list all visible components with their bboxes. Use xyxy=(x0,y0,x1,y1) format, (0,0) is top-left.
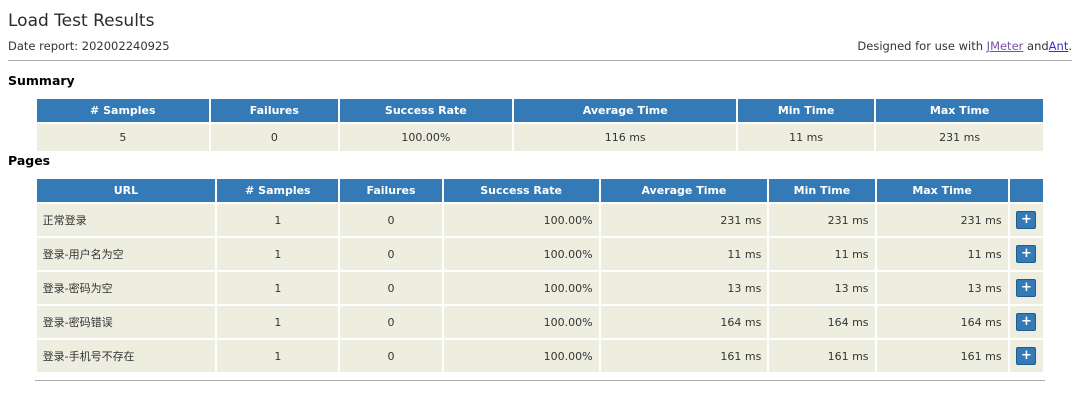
failures-cell: 0 xyxy=(340,272,442,304)
pages-col-min-time: Min Time xyxy=(769,179,875,202)
success-rate-cell: 100.00% xyxy=(443,340,599,372)
pages-col-average-time: Average Time xyxy=(600,179,768,202)
failures-cell: 0 xyxy=(340,204,442,236)
min-time-cell: 11 ms xyxy=(738,124,874,151)
success-rate-cell: 100.00% xyxy=(443,238,599,270)
expand-row-button[interactable]: + xyxy=(1016,211,1037,229)
average-time-cell: 11 ms xyxy=(600,238,768,270)
samples-cell: 1 xyxy=(217,238,339,270)
average-time-cell: 161 ms xyxy=(600,340,768,372)
pages-heading: Pages xyxy=(8,153,51,168)
failures-cell: 0 xyxy=(340,238,442,270)
min-time-cell: 164 ms xyxy=(769,306,875,338)
pages-col-max-time: Max Time xyxy=(876,179,1008,202)
pages-table-body: 正常登录 1 0 100.00% 231 ms 231 ms 231 ms + 登录-用户名为空… xyxy=(36,204,1044,372)
summary-heading: Summary xyxy=(8,73,75,88)
pages-header-row: URL # Samples Failures Success Rate Aver… xyxy=(36,179,1044,202)
expand-cell: + xyxy=(1009,238,1044,270)
table-row: 登录-密码为空 1 0 100.00% 13 ms 13 ms 13 ms + xyxy=(36,272,1044,304)
url-cell: 登录-手机号不存在 xyxy=(36,340,216,372)
expand-row-button[interactable]: + xyxy=(1016,279,1037,297)
summary-col-failures: Failures xyxy=(211,99,338,122)
min-time-cell: 11 ms xyxy=(769,238,875,270)
pages-table: URL # Samples Failures Success Rate Aver… xyxy=(35,177,1046,374)
and-text: and xyxy=(1027,39,1049,53)
table-row: 登录-用户名为空 1 0 100.00% 11 ms 11 ms 11 ms + xyxy=(36,238,1044,270)
expand-row-button[interactable]: + xyxy=(1016,313,1037,331)
max-time-cell: 231 ms xyxy=(876,204,1008,236)
max-time-cell: 164 ms xyxy=(876,306,1008,338)
samples-cell: 1 xyxy=(217,340,339,372)
min-time-cell: 161 ms xyxy=(769,340,875,372)
designed-prefix-text: Designed for use with xyxy=(857,39,984,53)
footer-divider xyxy=(34,380,1046,381)
page-title: Load Test Results xyxy=(8,11,155,31)
expand-row-button[interactable]: + xyxy=(1016,245,1037,263)
pages-col-url: URL xyxy=(36,179,216,202)
success-rate-cell: 100.00% xyxy=(443,272,599,304)
date-report-label: Date report: 202002240925 xyxy=(8,39,170,53)
summary-table: # Samples Failures Success Rate Average … xyxy=(35,97,1046,153)
failures-cell: 0 xyxy=(340,306,442,338)
summary-col-min-time: Min Time xyxy=(738,99,874,122)
summary-data-row: 5 0 100.00% 116 ms 11 ms 231 ms xyxy=(36,124,1044,151)
expand-cell: + xyxy=(1009,340,1044,372)
header-divider xyxy=(8,60,1072,61)
samples-cell: 5 xyxy=(36,124,210,151)
jmeter-link[interactable]: JMeter xyxy=(986,39,1024,53)
report-meta-row: Date report: 202002240925 Designed for u… xyxy=(8,39,1072,53)
max-time-cell: 161 ms xyxy=(876,340,1008,372)
summary-header-row: # Samples Failures Success Rate Average … xyxy=(36,99,1044,122)
table-row: 登录-手机号不存在 1 0 100.00% 161 ms 161 ms 161 ms + xyxy=(36,340,1044,372)
url-cell: 正常登录 xyxy=(36,204,216,236)
ant-link[interactable]: Ant xyxy=(1048,39,1069,53)
summary-col-samples: # Samples xyxy=(36,99,210,122)
table-row: 登录-密码错误 1 0 100.00% 164 ms 164 ms 164 ms + xyxy=(36,306,1044,338)
period-text: . xyxy=(1068,39,1072,53)
average-time-cell: 13 ms xyxy=(600,272,768,304)
average-time-cell: 116 ms xyxy=(514,124,737,151)
success-rate-cell: 100.00% xyxy=(443,306,599,338)
average-time-cell: 231 ms xyxy=(600,204,768,236)
max-time-cell: 11 ms xyxy=(876,238,1008,270)
expand-row-button[interactable]: + xyxy=(1016,347,1037,365)
summary-col-max-time: Max Time xyxy=(875,99,1044,122)
success-rate-cell: 100.00% xyxy=(339,124,513,151)
success-rate-cell: 100.00% xyxy=(443,204,599,236)
pages-col-samples: # Samples xyxy=(217,179,339,202)
min-time-cell: 231 ms xyxy=(769,204,875,236)
pages-col-success-rate: Success Rate xyxy=(443,179,599,202)
url-cell: 登录-密码为空 xyxy=(36,272,216,304)
expand-cell: + xyxy=(1009,272,1044,304)
samples-cell: 1 xyxy=(217,306,339,338)
expand-cell: + xyxy=(1009,306,1044,338)
summary-col-success-rate: Success Rate xyxy=(339,99,513,122)
samples-cell: 1 xyxy=(217,204,339,236)
designed-for-label: Designed for use with JMeter andAnt. xyxy=(857,39,1072,53)
max-time-cell: 13 ms xyxy=(876,272,1008,304)
samples-cell: 1 xyxy=(217,272,339,304)
pages-col-failures: Failures xyxy=(340,179,442,202)
average-time-cell: 164 ms xyxy=(600,306,768,338)
url-cell: 登录-用户名为空 xyxy=(36,238,216,270)
min-time-cell: 13 ms xyxy=(769,272,875,304)
pages-col-expand xyxy=(1009,179,1044,202)
expand-cell: + xyxy=(1009,204,1044,236)
failures-cell: 0 xyxy=(340,340,442,372)
max-time-cell: 231 ms xyxy=(875,124,1044,151)
summary-col-average-time: Average Time xyxy=(514,99,737,122)
url-cell: 登录-密码错误 xyxy=(36,306,216,338)
table-row: 正常登录 1 0 100.00% 231 ms 231 ms 231 ms + xyxy=(36,204,1044,236)
failures-cell: 0 xyxy=(211,124,338,151)
